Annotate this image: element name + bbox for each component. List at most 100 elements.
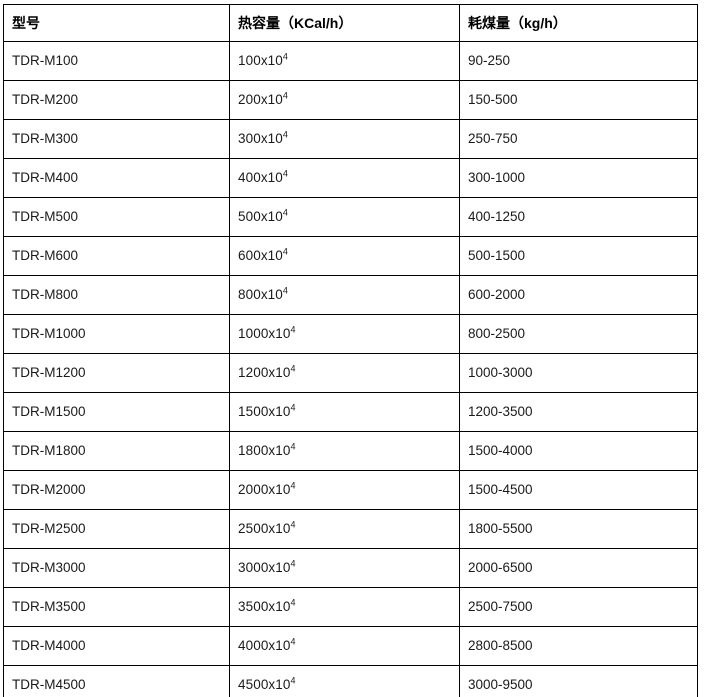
cell-heat-capacity: 2500x104: [229, 509, 460, 549]
cell-model: TDR-M1200: [3, 353, 230, 393]
heat-capacity-value: 500x10: [238, 208, 283, 224]
table-header-row: 型号 热容量（KCal/h） 耗煤量（kg/h）: [3, 4, 698, 42]
cell-model: TDR-M3500: [3, 587, 230, 627]
cell-coal-consumption: 1200-3500: [459, 392, 698, 432]
cell-heat-capacity: 1500x104: [229, 392, 460, 432]
cell-heat-capacity: 3500x104: [229, 587, 460, 627]
heat-capacity-exponent: 4: [282, 51, 288, 62]
cell-heat-capacity: 200x104: [229, 80, 460, 120]
cell-heat-capacity: 1800x104: [229, 431, 460, 471]
cell-model: TDR-M300: [3, 119, 230, 159]
cell-heat-capacity: 500x104: [229, 197, 460, 237]
cell-model: TDR-M1800: [3, 431, 230, 471]
cell-heat-capacity: 800x104: [229, 275, 460, 315]
column-header-heat-capacity: 热容量（KCal/h）: [229, 4, 460, 42]
table-header: 型号 热容量（KCal/h） 耗煤量（kg/h）: [3, 4, 698, 42]
cell-coal-consumption: 250-750: [459, 119, 698, 159]
heat-capacity-exponent: 4: [290, 441, 296, 452]
table-row: TDR-M800 800x104 600-2000: [3, 275, 698, 315]
cell-heat-capacity: 1200x104: [229, 353, 460, 393]
heat-capacity-exponent: 4: [282, 129, 288, 140]
heat-capacity-value: 600x10: [238, 247, 283, 263]
cell-coal-consumption: 150-500: [459, 80, 698, 120]
heat-capacity-exponent: 4: [290, 324, 296, 335]
cell-heat-capacity: 3000x104: [229, 548, 460, 588]
table-row: TDR-M4000 4000x104 2800-8500: [3, 626, 698, 666]
heat-capacity-exponent: 4: [282, 207, 288, 218]
heat-capacity-exponent: 4: [290, 636, 296, 647]
cell-coal-consumption: 2800-8500: [459, 626, 698, 666]
cell-coal-consumption: 500-1500: [459, 236, 698, 276]
cell-heat-capacity: 1000x104: [229, 314, 460, 354]
cell-heat-capacity: 100x104: [229, 41, 460, 81]
heat-capacity-exponent: 4: [290, 675, 296, 686]
cell-model: TDR-M2000: [3, 470, 230, 510]
heat-capacity-value: 1800x10: [238, 442, 291, 458]
column-header-coal-consumption: 耗煤量（kg/h）: [459, 4, 698, 42]
table-row: TDR-M2500 2500x104 1800-5500: [3, 509, 698, 549]
cell-model: TDR-M600: [3, 236, 230, 276]
cell-coal-consumption: 1000-3000: [459, 353, 698, 393]
heat-capacity-value: 4500x10: [238, 676, 291, 692]
heat-capacity-exponent: 4: [290, 558, 296, 569]
table-body: TDR-M100 100x104 90-250 TDR-M200 200x104 150-…: [3, 41, 698, 697]
heat-capacity-exponent: 4: [282, 246, 288, 257]
cell-model: TDR-M400: [3, 158, 230, 198]
cell-model: TDR-M100: [3, 41, 230, 81]
cell-coal-consumption: 2500-7500: [459, 587, 698, 627]
table-row: TDR-M300 300x104 250-750: [3, 119, 698, 159]
cell-model: TDR-M500: [3, 197, 230, 237]
table-row: TDR-M1500 1500x104 1200-3500: [3, 392, 698, 432]
heat-capacity-value: 200x10: [238, 91, 283, 107]
cell-model: TDR-M4500: [3, 665, 230, 697]
heat-capacity-exponent: 4: [290, 402, 296, 413]
heat-capacity-value: 300x10: [238, 130, 283, 146]
cell-coal-consumption: 300-1000: [459, 158, 698, 198]
heat-capacity-value: 2500x10: [238, 520, 291, 536]
heat-capacity-exponent: 4: [290, 480, 296, 491]
cell-coal-consumption: 600-2000: [459, 275, 698, 315]
table-row: TDR-M1200 1200x104 1000-3000: [3, 353, 698, 393]
cell-heat-capacity: 2000x104: [229, 470, 460, 510]
table-row: TDR-M400 400x104 300-1000: [3, 158, 698, 198]
table-row: TDR-M600 600x104 500-1500: [3, 236, 698, 276]
cell-heat-capacity: 4500x104: [229, 665, 460, 697]
cell-model: TDR-M800: [3, 275, 230, 315]
table-row: TDR-M3000 3000x104 2000-6500: [3, 548, 698, 588]
table-row: TDR-M2000 2000x104 1500-4500: [3, 470, 698, 510]
cell-coal-consumption: 800-2500: [459, 314, 698, 354]
cell-coal-consumption: 2000-6500: [459, 548, 698, 588]
heat-capacity-value: 3000x10: [238, 559, 291, 575]
heat-capacity-value: 1200x10: [238, 364, 291, 380]
cell-coal-consumption: 3000-9500: [459, 665, 698, 697]
table-row: TDR-M500 500x104 400-1250: [3, 197, 698, 237]
heat-capacity-exponent: 4: [282, 90, 288, 101]
heat-capacity-exponent: 4: [290, 363, 296, 374]
heat-capacity-exponent: 4: [290, 597, 296, 608]
heat-capacity-value: 4000x10: [238, 637, 291, 653]
heat-capacity-value: 400x10: [238, 169, 283, 185]
heat-capacity-value: 100x10: [238, 52, 283, 68]
table-row: TDR-M4500 4500x104 3000-9500: [3, 665, 698, 697]
heat-capacity-value: 1500x10: [238, 403, 291, 419]
table-row: TDR-M3500 3500x104 2500-7500: [3, 587, 698, 627]
table-row: TDR-M1000 1000x104 800-2500: [3, 314, 698, 354]
cell-model: TDR-M4000: [3, 626, 230, 666]
cell-coal-consumption: 1500-4000: [459, 431, 698, 471]
heat-capacity-exponent: 4: [290, 519, 296, 530]
table-row: TDR-M1800 1800x104 1500-4000: [3, 431, 698, 471]
heat-capacity-exponent: 4: [282, 168, 288, 179]
cell-heat-capacity: 400x104: [229, 158, 460, 198]
cell-model: TDR-M2500: [3, 509, 230, 549]
heat-capacity-value: 1000x10: [238, 325, 291, 341]
cell-model: TDR-M200: [3, 80, 230, 120]
cell-coal-consumption: 1800-5500: [459, 509, 698, 549]
cell-model: TDR-M1000: [3, 314, 230, 354]
table-row: TDR-M100 100x104 90-250: [3, 41, 698, 81]
column-header-model: 型号: [3, 4, 230, 42]
heat-capacity-value: 800x10: [238, 286, 283, 302]
cell-heat-capacity: 4000x104: [229, 626, 460, 666]
cell-model: TDR-M1500: [3, 392, 230, 432]
cell-model: TDR-M3000: [3, 548, 230, 588]
